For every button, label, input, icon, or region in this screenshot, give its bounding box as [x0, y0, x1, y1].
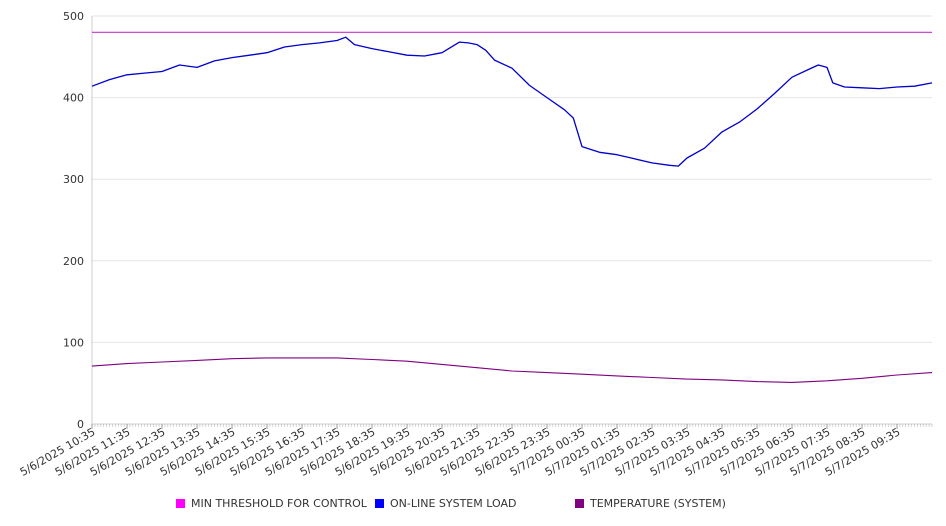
legend-swatch-temperature: [575, 499, 584, 508]
temperature-line: [91, 357, 933, 383]
series-lines: [91, 31, 933, 383]
legend-swatch-threshold: [176, 499, 185, 508]
grid-lines: [92, 15, 932, 343]
legend-swatch-system-load: [375, 499, 384, 508]
legend-label-threshold: MIN THRESHOLD FOR CONTROL: [191, 497, 367, 510]
y-tick-label: 500: [63, 10, 84, 23]
y-tick-label: 100: [63, 336, 84, 349]
legend-label-system-load: ON-LINE SYSTEM LOAD: [390, 497, 517, 510]
x-axis-tick-labels: 5/6/2025 10:355/6/2025 11:355/6/2025 12:…: [18, 425, 903, 479]
legend-label-temperature: TEMPERATURE (SYSTEM): [590, 497, 726, 510]
y-tick-label: 400: [63, 92, 84, 105]
line-chart: 0 100 200 300 400 500 5/6/2025 10:355/6/2025 …: [18, 10, 933, 479]
axes: [91, 16, 933, 429]
chart-legend: MIN THRESHOLD FOR CONTROL ON-LINE SYSTEM…: [0, 497, 946, 515]
legend-item-temperature[interactable]: TEMPERATURE (SYSTEM): [575, 497, 726, 510]
system-load-line: [91, 36, 933, 167]
y-tick-label: 300: [63, 173, 84, 186]
legend-item-system-load[interactable]: ON-LINE SYSTEM LOAD: [375, 497, 516, 510]
y-tick-label: 200: [63, 255, 84, 268]
legend-item-threshold[interactable]: MIN THRESHOLD FOR CONTROL: [176, 497, 367, 510]
y-tick-label: 0: [77, 418, 84, 431]
y-axis-tick-labels: 0 100 200 300 400 500: [63, 10, 84, 431]
